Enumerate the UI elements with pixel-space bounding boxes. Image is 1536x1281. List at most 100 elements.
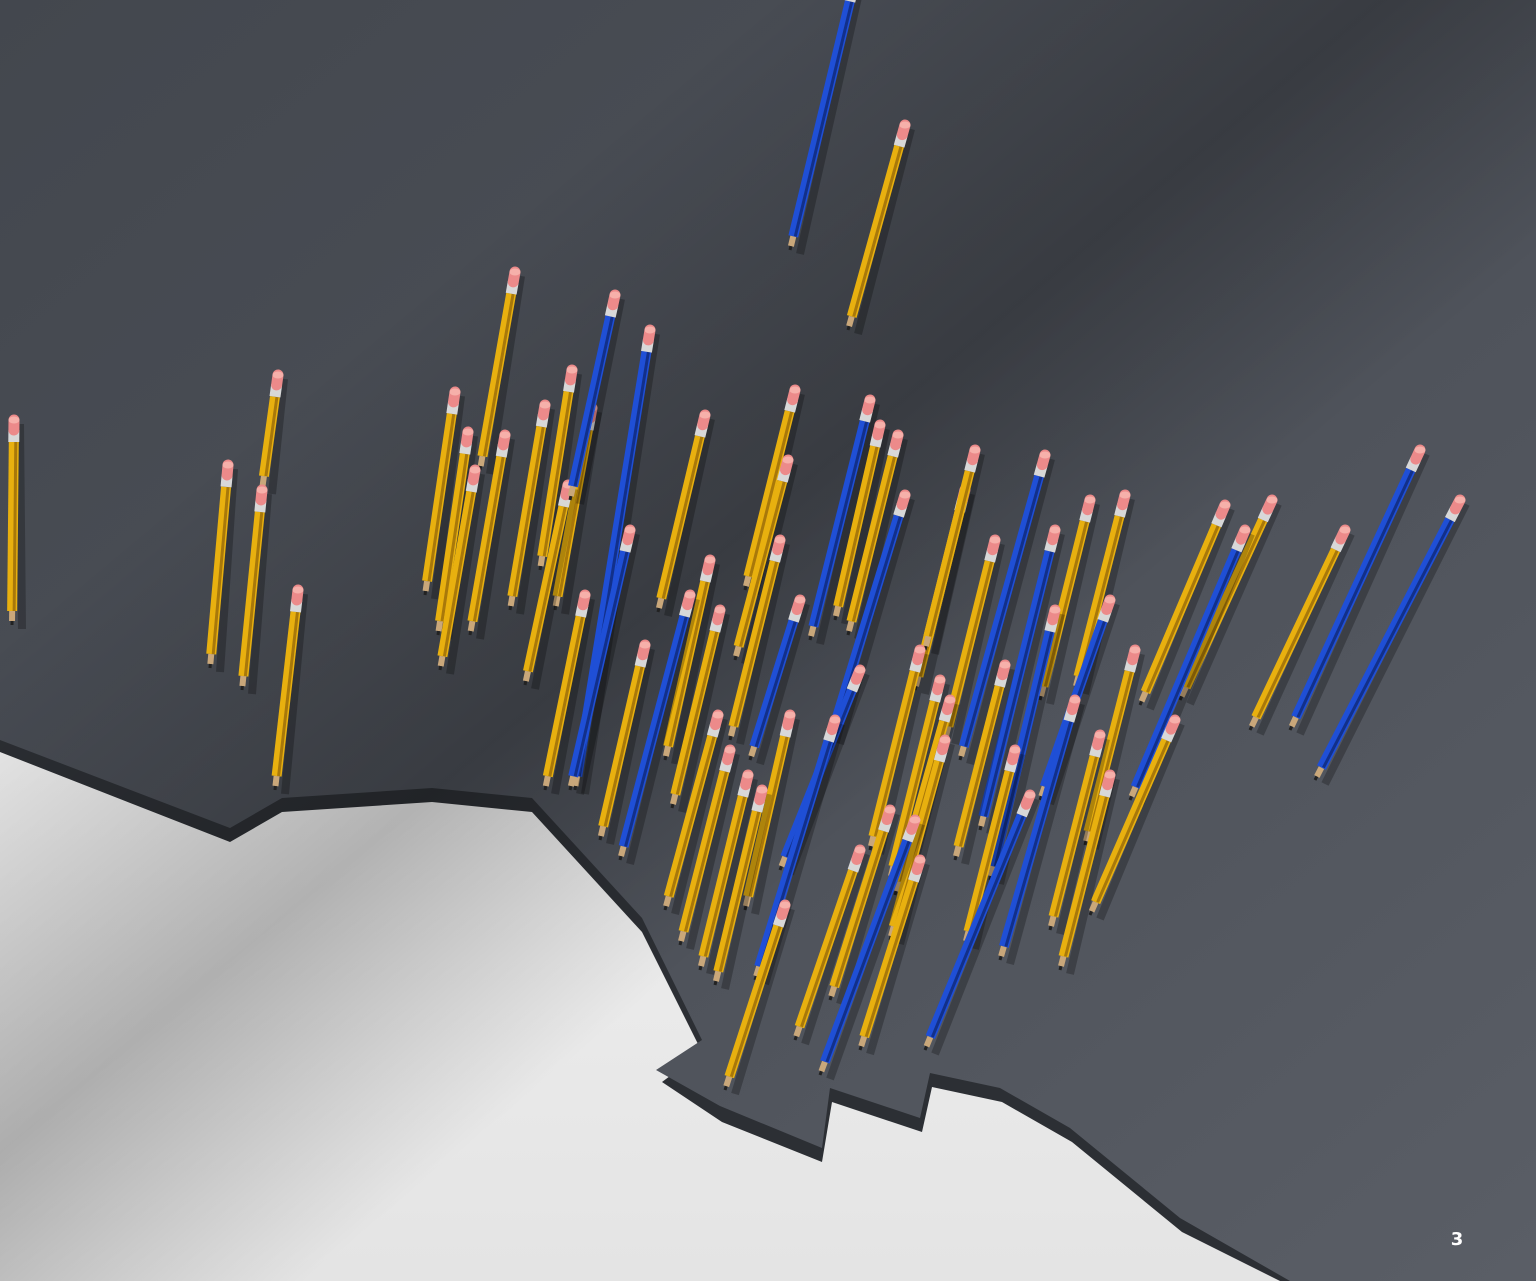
pencil-part	[508, 605, 513, 611]
pencil-part	[1004, 720, 1073, 947]
pencil-part	[999, 719, 1074, 948]
pencil-part	[538, 565, 543, 571]
pencil-part	[748, 745, 758, 758]
pencil-part	[624, 615, 688, 847]
pencil-part	[211, 486, 230, 655]
pencil-part	[1058, 795, 1110, 958]
pencil-part	[729, 925, 782, 1078]
pencil-part	[468, 630, 473, 636]
pencil-part	[1038, 785, 1048, 798]
pencil-part	[1321, 502, 1470, 786]
pencil-part	[509, 268, 521, 276]
pencil-part	[1129, 646, 1141, 654]
pencil-part	[656, 435, 705, 600]
pencil-part	[893, 890, 898, 896]
pencil-part	[1288, 725, 1294, 731]
pencil-part	[1038, 520, 1090, 688]
pencil-part	[663, 905, 668, 911]
pencil-part	[271, 611, 301, 777]
pencil-part	[969, 770, 1013, 932]
pencil-part	[568, 550, 630, 778]
pencil-part	[754, 739, 834, 969]
pencil-part	[437, 490, 477, 658]
pencil-part	[793, 1025, 803, 1038]
pencil-part	[467, 455, 507, 623]
pencil-part	[864, 396, 876, 404]
pencil-part	[964, 475, 1043, 747]
pencil-part	[782, 456, 794, 464]
pencil-part	[678, 613, 730, 813]
pencil-part	[542, 391, 573, 557]
pencil-part	[422, 580, 431, 592]
pencil-part	[923, 1045, 928, 1051]
pencil-part	[930, 814, 1026, 1038]
pencil-part	[868, 845, 873, 851]
pencil-part	[8, 416, 20, 424]
pencil-part	[548, 616, 585, 777]
pencil-part	[1256, 549, 1339, 718]
pencil-part	[794, 869, 858, 1029]
pencil-part	[553, 605, 558, 611]
pencil-part	[603, 666, 644, 827]
pencil-part	[678, 770, 730, 933]
pencil-part	[477, 455, 486, 467]
pencil-part	[713, 810, 762, 973]
pencil-part	[713, 970, 722, 982]
pencil-part	[12, 441, 18, 612]
pencil-part	[1414, 446, 1426, 454]
pencil-part	[728, 735, 733, 741]
pencil-part	[944, 696, 956, 704]
pencil-part	[892, 431, 904, 439]
pencil-part	[858, 1035, 868, 1048]
pencil-part	[264, 396, 279, 477]
pencil-part	[953, 845, 962, 857]
pencil-part	[969, 446, 981, 454]
pencil-part	[1248, 725, 1254, 731]
pencil-part	[1119, 491, 1131, 499]
pencil-part	[959, 685, 1003, 847]
pencil-part	[818, 1070, 823, 1076]
pencil-part	[539, 401, 551, 409]
pencil-part	[477, 292, 517, 458]
pencil-part	[1178, 686, 1189, 698]
pencil-part	[207, 653, 215, 665]
pencil-part	[568, 785, 573, 791]
pencil-part	[1024, 791, 1036, 799]
pencil-part	[934, 676, 946, 684]
pencil-part	[427, 413, 456, 582]
pencil-part	[749, 619, 799, 749]
pencil-part	[576, 298, 625, 505]
pencil-part	[1291, 467, 1416, 720]
pencil-part	[923, 635, 932, 647]
pencil-part	[618, 855, 623, 861]
pencil-part	[1169, 716, 1181, 724]
pencil-part	[248, 493, 272, 695]
pencil-part	[832, 605, 842, 617]
pencil-part	[684, 770, 728, 932]
pencil-part	[868, 670, 920, 838]
pencil-part	[656, 597, 665, 609]
pencil-part	[243, 511, 264, 677]
pencil-part	[909, 816, 921, 824]
pencil-part	[793, 1035, 798, 1041]
pencil-part	[573, 316, 614, 487]
pencil-part	[618, 845, 627, 857]
pencil-part	[573, 785, 578, 791]
pencil-part	[789, 386, 801, 394]
pencil-part	[788, 0, 855, 238]
pencil-part	[928, 470, 974, 637]
pencil-part	[671, 718, 728, 915]
pencil-part	[951, 543, 1005, 745]
pencil-part	[958, 474, 1044, 748]
pencil-part	[206, 486, 232, 655]
pencil-part	[698, 955, 707, 967]
pencil-part	[499, 431, 511, 439]
pencil-part	[742, 895, 752, 907]
pencil-part	[733, 655, 738, 661]
pencil-part	[721, 793, 772, 990]
pencil-part	[699, 411, 711, 419]
pencil-part	[794, 596, 806, 604]
pencil-part	[858, 1045, 863, 1051]
pencil-part	[774, 536, 786, 544]
